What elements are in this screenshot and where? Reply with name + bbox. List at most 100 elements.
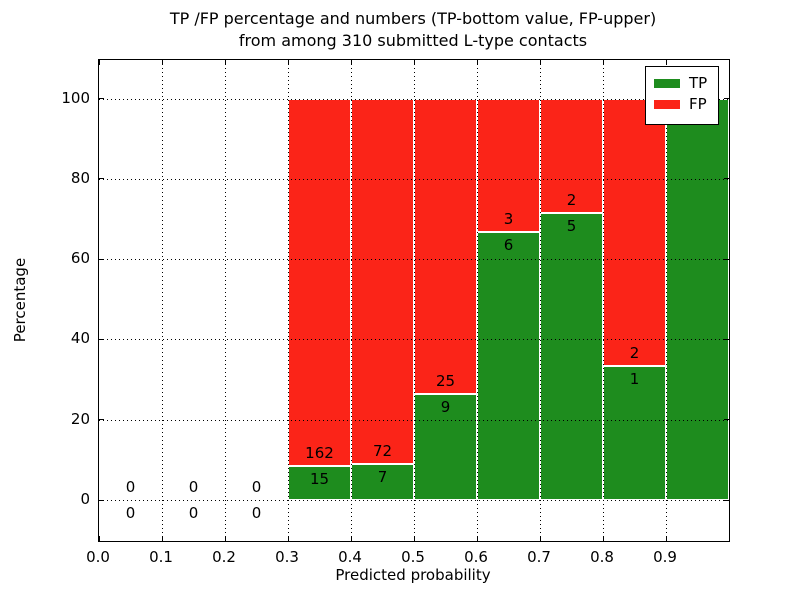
bar-label-fp: 3 [503,210,514,229]
y-tick-mark [724,178,729,180]
y-tick-mark [724,98,729,100]
x-tick-mark [224,60,226,65]
bar-segment-tp [540,213,603,501]
y-tick-label: 80 [70,168,90,187]
bar-segment-fp [477,98,540,233]
y-tick-mark [99,338,104,340]
gridline-vertical [603,60,604,541]
x-axis-label: Predicted probability [335,566,491,584]
chart-title: TP /FP percentage and numbers (TP-bottom… [98,8,728,52]
y-tick-mark [99,258,104,260]
y-tick-label: 0 [80,490,90,509]
x-tick-mark [539,536,541,541]
y-axis-label: Percentage [11,257,29,343]
x-tick-label: 0.7 [527,548,551,566]
x-tick-label: 0.3 [275,548,299,566]
x-tick-label: 0.9 [653,548,677,566]
x-tick-mark [161,536,163,541]
y-tick-mark [724,499,729,501]
bar-label-tp: 0 [125,504,136,523]
gridline-vertical [351,60,352,541]
bar-label-tp: 5 [566,217,577,236]
y-tick-mark [99,98,104,100]
legend-item-tp: TP [654,75,710,92]
y-tick-label: 60 [70,249,90,268]
y-tick-mark [724,258,729,260]
bar-segment-fp [603,98,666,367]
gridline-vertical [225,60,226,541]
gridline-vertical [414,60,415,541]
y-tick-label: 20 [70,409,90,428]
x-tick-mark [98,60,100,65]
bar-label-tp: 1 [629,370,640,389]
x-tick-label: 0.4 [338,548,362,566]
plot-area: 000000162157272593625211 [98,59,730,542]
x-tick-mark [350,60,352,65]
x-tick-mark [728,536,730,541]
x-tick-mark [413,536,415,541]
gridline-vertical [540,60,541,541]
legend-label-fp: FP [689,95,707,113]
x-tick-mark [413,60,415,65]
x-tick-mark [476,536,478,541]
x-tick-mark [350,536,352,541]
legend: TP FP [645,66,719,125]
y-tick-mark [99,419,104,421]
x-tick-label: 0.8 [590,548,614,566]
y-tick-label: 100 [61,88,90,107]
x-tick-label: 0.0 [86,548,110,566]
bar-label-fp: 162 [305,444,334,463]
bar-label-tp: 7 [377,468,388,487]
bar-label-tp: 0 [188,504,199,523]
bar-label-fp: 2 [629,344,640,363]
bar-segment-fp [288,98,351,467]
x-tick-mark [287,60,289,65]
gridline-vertical [477,60,478,541]
x-tick-mark [728,60,730,65]
bar-label-tp: 6 [503,236,514,255]
y-tick-mark [724,419,729,421]
y-tick-mark [724,338,729,340]
bar-segment-tp [666,98,729,501]
x-tick-label: 0.2 [212,548,236,566]
bar-label-fp: 25 [435,371,456,390]
tp-legend-swatch [654,79,680,88]
x-tick-mark [665,536,667,541]
x-tick-label: 0.5 [401,548,425,566]
x-tick-label: 0.6 [464,548,488,566]
bar-label-fp: 2 [566,191,577,210]
x-tick-mark [98,536,100,541]
fp-legend-swatch [654,100,680,109]
x-tick-mark [602,536,604,541]
gridline-vertical [288,60,289,541]
x-tick-label: 0.1 [149,548,173,566]
bar-label-fp: 0 [125,478,136,497]
x-tick-mark [602,60,604,65]
x-tick-mark [476,60,478,65]
gridline-vertical [666,60,667,541]
y-tick-mark [99,499,104,501]
bar-segment-tp [603,366,666,501]
bar-label-fp: 0 [188,478,199,497]
bar-segment-tp [477,232,540,501]
bar-segment-fp [414,98,477,394]
bar-label-tp: 15 [309,470,330,489]
bar-label-fp: 0 [251,478,262,497]
bar-segment-tp [288,466,351,501]
bar-label-tp: 9 [440,397,451,416]
bar-segment-tp [351,464,414,501]
bar-segment-fp [351,98,414,465]
legend-label-tp: TP [689,74,708,92]
legend-item-fp: FP [654,96,710,113]
chart-title-line1: TP /FP percentage and numbers (TP-bottom… [169,9,657,28]
x-tick-mark [539,60,541,65]
x-tick-mark [287,536,289,541]
x-tick-mark [224,536,226,541]
bar-label-fp: 72 [372,442,393,461]
bar-label-tp: 0 [251,504,262,523]
gridline-vertical [162,60,163,541]
y-tick-mark [99,178,104,180]
chart-title-line2: from among 310 submitted L-type contacts [238,31,588,50]
x-tick-mark [161,60,163,65]
